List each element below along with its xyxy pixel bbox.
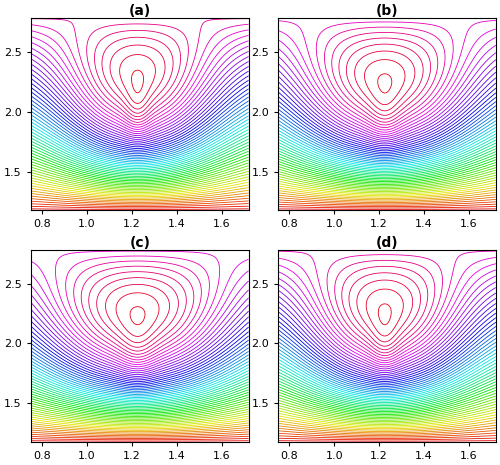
Title: (d): (d) xyxy=(376,236,398,250)
Title: (a): (a) xyxy=(128,4,151,18)
Title: (b): (b) xyxy=(376,4,398,18)
Title: (c): (c) xyxy=(130,236,150,250)
